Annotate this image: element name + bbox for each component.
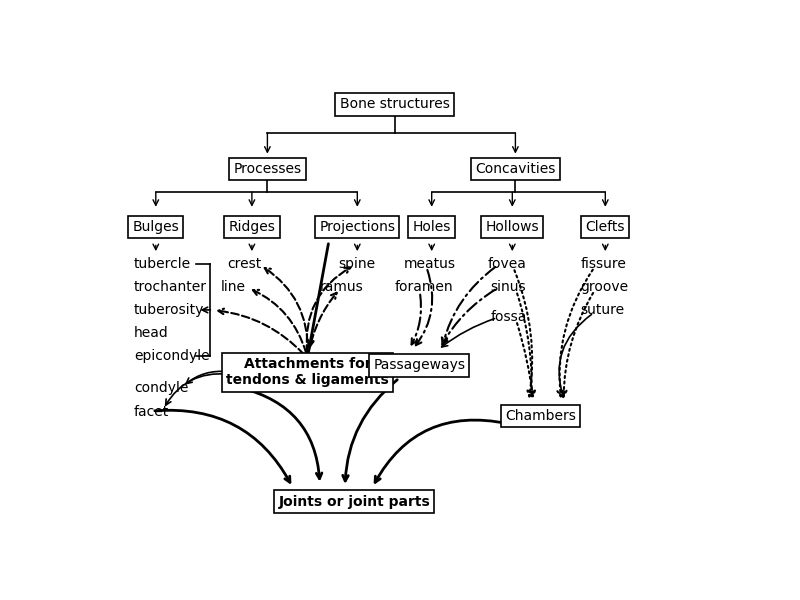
Text: fissure: fissure — [581, 257, 626, 271]
Text: suture: suture — [581, 303, 625, 317]
Text: meatus: meatus — [404, 257, 456, 271]
Text: facet: facet — [134, 404, 170, 419]
Text: tuberosity: tuberosity — [134, 303, 205, 317]
Text: Projections: Projections — [319, 220, 395, 234]
Text: epicondyle: epicondyle — [134, 349, 210, 363]
Text: Clefts: Clefts — [586, 220, 625, 234]
Text: Chambers: Chambers — [505, 409, 576, 423]
Text: foramen: foramen — [394, 280, 453, 294]
Text: head: head — [134, 326, 169, 340]
Text: Joints or joint parts: Joints or joint parts — [278, 494, 430, 509]
Text: Bone structures: Bone structures — [339, 97, 450, 112]
Text: line: line — [221, 280, 246, 294]
Text: spine: spine — [338, 257, 376, 271]
Text: groove: groove — [581, 280, 629, 294]
Text: Concavities: Concavities — [475, 162, 555, 176]
Text: Passageways: Passageways — [374, 358, 466, 373]
Text: ramus: ramus — [320, 280, 364, 294]
Text: Attachments for
tendons & ligaments: Attachments for tendons & ligaments — [226, 357, 389, 388]
Text: fossa: fossa — [490, 310, 527, 324]
Text: Ridges: Ridges — [229, 220, 275, 234]
Text: Bulges: Bulges — [133, 220, 179, 234]
Text: trochanter: trochanter — [134, 280, 207, 294]
Text: Hollows: Hollows — [486, 220, 539, 234]
Text: fovea: fovea — [487, 257, 526, 271]
Text: tubercle: tubercle — [134, 257, 191, 271]
Text: Holes: Holes — [413, 220, 451, 234]
Text: crest: crest — [227, 257, 262, 271]
Text: condyle: condyle — [134, 382, 189, 395]
Text: Processes: Processes — [234, 162, 302, 176]
Text: sinus: sinus — [490, 280, 526, 294]
